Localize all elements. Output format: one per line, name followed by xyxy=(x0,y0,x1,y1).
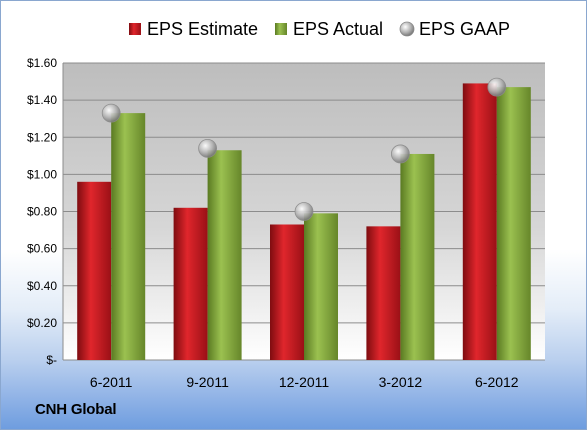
legend-swatch xyxy=(129,23,141,35)
bar-eps-actual xyxy=(111,113,146,361)
legend-label: EPS Actual xyxy=(293,19,383,39)
y-tick-label: $1.20 xyxy=(27,130,57,144)
marker-eps-gaap xyxy=(294,202,314,221)
x-tick-label: 9-2011 xyxy=(186,374,229,390)
bar-eps-actual xyxy=(496,87,531,360)
company-name: CNH Global xyxy=(35,401,117,418)
bar-eps-estimate xyxy=(173,207,208,360)
x-tick-label: 6-2011 xyxy=(90,374,133,390)
y-tick-label: $0.80 xyxy=(27,205,57,219)
y-tick-label: $- xyxy=(46,353,57,367)
y-tick-label: $1.00 xyxy=(27,167,57,181)
y-tick-label: $0.20 xyxy=(27,316,57,330)
x-tick-label: 6-2012 xyxy=(475,374,519,390)
bar-eps-estimate xyxy=(366,226,401,360)
y-tick-label: $0.40 xyxy=(27,279,57,293)
bar-eps-estimate xyxy=(270,224,304,360)
legend-swatch xyxy=(275,23,287,35)
legend-swatch xyxy=(399,21,415,37)
marker-eps-gaap xyxy=(198,138,218,158)
legend-label: EPS Estimate xyxy=(147,19,258,39)
legend-label: EPS GAAP xyxy=(419,19,510,39)
y-tick-label: $0.60 xyxy=(27,242,57,256)
bar-eps-actual xyxy=(304,213,338,360)
marker-eps-gaap xyxy=(487,77,507,97)
marker-eps-gaap xyxy=(101,103,121,123)
bar-eps-actual xyxy=(400,153,435,360)
marker-eps-gaap xyxy=(390,144,410,164)
y-tick-label: $1.40 xyxy=(27,93,57,107)
bar-eps-estimate xyxy=(462,83,497,360)
bar-eps-actual xyxy=(207,150,242,360)
x-tick-label: 3-2012 xyxy=(379,374,423,390)
x-tick-label: 12-2011 xyxy=(279,374,330,390)
y-tick-label: $1.60 xyxy=(27,56,57,70)
bar-eps-estimate xyxy=(77,181,112,360)
